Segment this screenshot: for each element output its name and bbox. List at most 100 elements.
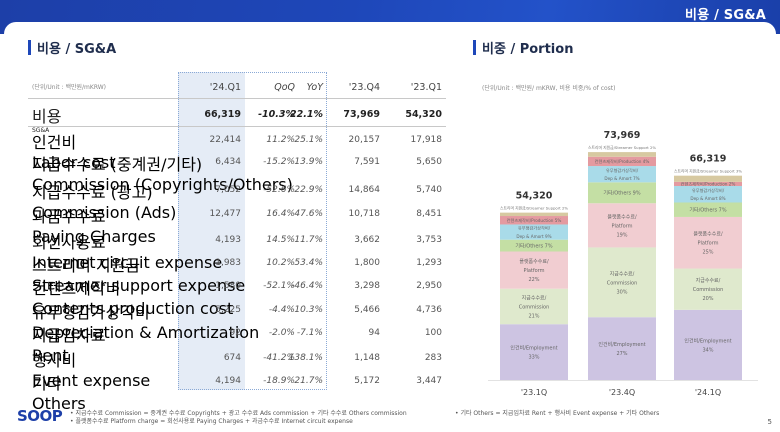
row-label-korean: 인건비 <box>32 133 77 152</box>
footnote-platform: • 플랫폼수수료 Platform charge = 회선사용료 Paying … <box>70 418 353 425</box>
table-cell-q124: 66,319 <box>204 109 241 120</box>
segment-label: 플랫폼수수료/ <box>519 258 549 265</box>
page-number: 5 <box>767 418 772 426</box>
bar-segment <box>588 203 656 248</box>
section-title-portion: 비중 / Portion <box>473 38 573 57</box>
table-cell-yoy: 25.1% <box>294 135 323 145</box>
footnote-others: • 기타 Others = 지급임차료 Rent + 행사비 Event exp… <box>455 410 660 417</box>
row-label-korean: 행사비 <box>32 351 77 370</box>
column-header: QoQ <box>274 82 295 93</box>
table-cell-q124: 4,194 <box>215 376 241 386</box>
column-header: YoY <box>306 82 323 93</box>
table-cell-qoq: 14.5% <box>266 235 295 245</box>
segment-label: 기타/Others 7% <box>515 242 552 249</box>
table-cell-q124: 5,225 <box>215 305 241 315</box>
segment-label: Platform <box>697 241 718 247</box>
segment-label: 스트리머 지원금/Streamer Support 2% <box>588 145 656 150</box>
table-cell-qoq: -4.4% <box>268 305 295 315</box>
bar-segment <box>500 251 568 289</box>
table-cell-qoq: 11.2% <box>266 135 295 145</box>
footnote-commission: • 지급수수료 Commission = 중계권 수수료 Copyrights … <box>70 410 407 417</box>
table-cell-qoq: -52.6% <box>263 185 295 195</box>
column-header: '23.Q1 <box>410 82 442 93</box>
segment-label: 30% <box>616 289 627 295</box>
row-label-english: Commission (Copyrights/Others) <box>32 175 293 194</box>
table-cell-qoq: -2.0% <box>268 328 295 338</box>
current-quarter-box <box>178 72 327 390</box>
table-cell-qoq: -10.3% <box>258 109 295 120</box>
table-cell-yoy: 53.4% <box>294 258 323 268</box>
table-row-label: 과금수수료 Paying Charges <box>32 203 156 246</box>
segment-label: Dep & Amort 7% <box>604 176 639 181</box>
bar-segment <box>674 216 742 269</box>
table-cell-yoy: -46.4% <box>291 281 323 291</box>
table-cell-yoy: -7.1% <box>296 328 323 338</box>
table-cell-yoy: 47.6% <box>294 209 323 219</box>
segment-label: 인건비/Employment <box>598 341 645 348</box>
banner-title: 비용 / SG&A <box>685 8 766 23</box>
table-cell-q123: 2,950 <box>416 281 442 291</box>
table-cell-q123: 3,753 <box>416 235 442 245</box>
table-cell-yoy: 22.9% <box>294 185 323 195</box>
x-tick-label: '23.4Q <box>609 388 635 397</box>
row-label-korean: 회선사용료 <box>32 233 106 252</box>
table-cell-q423: 73,969 <box>343 109 380 120</box>
bar-segment <box>588 152 656 157</box>
bar-segment <box>500 288 568 325</box>
table-cell-yoy: 11.7% <box>294 235 323 245</box>
table-cell-yoy: 22.1% <box>290 109 323 120</box>
section-title-sga: 비용 / SG&A <box>28 38 116 57</box>
table-cell-qoq: 10.2% <box>266 258 295 268</box>
table-cell-q123: 3,447 <box>416 376 442 386</box>
title-accent-bar <box>28 40 31 55</box>
bar-segment <box>674 309 742 380</box>
segment-label: Platform <box>611 223 632 229</box>
segment-label: 유무형감가상각비/ <box>518 225 551 232</box>
bar-segment <box>588 247 656 318</box>
table-row-label: 기타 Others <box>32 370 86 413</box>
table-cell-qoq: -15.2% <box>263 157 295 167</box>
table-cell-qoq: -52.1% <box>263 281 295 291</box>
table-cell-q423: 7,591 <box>354 157 380 167</box>
segment-label: 스트리머 지원금/Streamer Support 3% <box>674 169 742 174</box>
bar-segment <box>674 202 742 217</box>
segment-label: 19% <box>616 232 627 238</box>
segment-label: 인건비/Employment <box>684 337 731 344</box>
table-cell-q423: 3,662 <box>354 235 380 245</box>
segment-label: 플랫폼수수료/ <box>693 231 723 238</box>
table-cell-q123: 5,740 <box>416 185 442 195</box>
table-cell-yoy: 138.1% <box>288 353 323 363</box>
table-cell-q423: 1,148 <box>354 353 380 363</box>
table-cell-q423: 94 <box>368 328 380 338</box>
bar-total-label: 54,320 <box>516 191 553 202</box>
table-cell-q124: 1,983 <box>215 258 241 268</box>
table-cell-q423: 10,718 <box>348 209 381 219</box>
table-cell-q124: 22,414 <box>209 135 242 145</box>
table-cell-q123: 17,918 <box>410 135 443 145</box>
table-cell-yoy: 10.3% <box>294 305 323 315</box>
table-row-label: 지급수수료 (광고) Commission (Ads) <box>32 179 176 222</box>
segment-label: 기타/Others 9% <box>603 189 640 196</box>
table-cell-q124: 92 <box>229 328 241 338</box>
row-label-korean: 지급수수료 (중계권/기타) <box>32 155 203 174</box>
row-label-english: Contents production cost <box>32 299 234 318</box>
table-divider <box>28 126 446 127</box>
segment-label: 20% <box>702 296 713 302</box>
bar-total-label: 73,969 <box>604 130 641 141</box>
table-cell-q423: 20,157 <box>348 135 381 145</box>
x-tick-label: '24.1Q <box>695 388 721 397</box>
bar-segment <box>674 185 742 203</box>
chart-unit-label: (단위/Unit : 백만원/ mKRW, 비용 비중/% of cost) <box>482 85 616 92</box>
table-cell-q123: 4,736 <box>416 305 442 315</box>
table-cell-yoy: 13.9% <box>294 157 323 167</box>
segment-label: 지급수수료/ <box>610 270 635 277</box>
bar-total-label: 66,319 <box>690 154 727 165</box>
table-cell-q124: 4,193 <box>215 235 241 245</box>
table-cell-q423: 1,800 <box>354 258 380 268</box>
table-row-label: 지급임차료 Rent <box>32 322 106 365</box>
table-row-label: 스트리머 지원금 Streamer support expense <box>32 252 245 295</box>
row-label-english: Streamer support expense <box>32 276 246 295</box>
segment-label: 인건비/Employment <box>510 345 557 352</box>
row-label-english: Event expense <box>32 371 151 390</box>
table-cell-q123: 283 <box>424 353 442 363</box>
